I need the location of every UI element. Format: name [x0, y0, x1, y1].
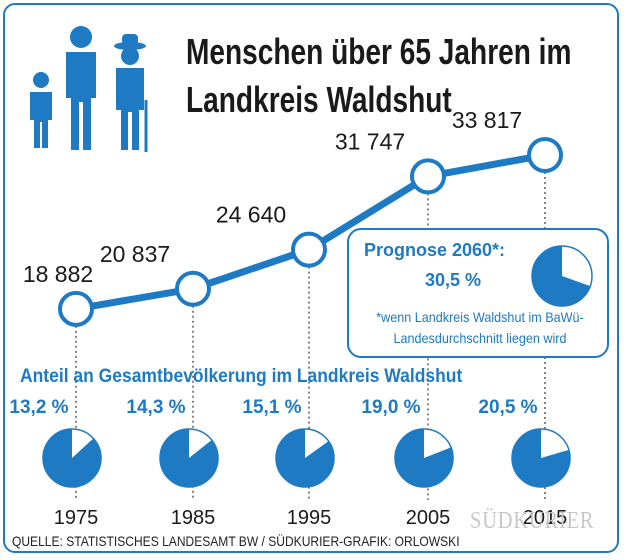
- x-tick-1985: 1985: [171, 507, 216, 529]
- share-pie-1975-slice: [72, 429, 94, 458]
- page-title: Menschen über 65 Jahren im Landkreis Wal…: [186, 28, 571, 124]
- share-label-1995: 15,1 %: [242, 397, 301, 418]
- source-note: QUELLE: STATISTISCHES LANDESAMT BW / SÜD…: [12, 533, 460, 549]
- marker-1995: [291, 231, 327, 268]
- value-label-2005: 31 747: [335, 128, 405, 154]
- value-label-1985: 20 837: [100, 241, 170, 267]
- value-label-2015: 33 817: [452, 107, 522, 133]
- share-pie-2015-slice: [541, 429, 569, 458]
- forecast-value: 30,5 %: [425, 270, 482, 290]
- marker-1985: [175, 270, 211, 307]
- marker-2005: [410, 158, 446, 195]
- share-pie-2005-slice: [424, 429, 451, 458]
- share-pie-2015: [511, 428, 571, 488]
- marker-1975: [58, 290, 94, 327]
- title-line-2: Landkreis Waldshut: [186, 79, 452, 120]
- share-label-1985: 14,3 %: [126, 397, 185, 418]
- share-label-2005: 19,0 %: [361, 397, 420, 418]
- value-label-1975: 18 882: [23, 261, 93, 287]
- share-pie-1985-slice: [189, 429, 212, 458]
- share-label-2015: 20,5 %: [478, 397, 537, 418]
- x-tick-2005: 2005: [406, 507, 451, 529]
- share-pie-1995: [275, 428, 335, 488]
- value-label-1995: 24 640: [216, 202, 286, 228]
- forecast-note: *wenn Landkreis Waldshut im BaWü-Landesd…: [376, 309, 584, 346]
- x-tick-1975: 1975: [54, 507, 99, 529]
- frame-border: [3, 3, 619, 553]
- share-pie-1975: [42, 428, 102, 488]
- family-people-icon: [30, 26, 148, 152]
- x-tick-2015: 2015: [523, 507, 568, 529]
- marker-2015: [527, 137, 563, 174]
- title-line-1: Menschen über 65 Jahren im: [186, 31, 572, 72]
- share-pie-1995-slice: [305, 429, 329, 458]
- share-pie-2005: [394, 428, 454, 488]
- forecast-title: Prognose 2060*:: [364, 240, 506, 260]
- share-subtitle: Anteil an Gesamtbevölkerung im Landkreis…: [20, 366, 463, 387]
- watermark: SÜDKURIER: [470, 508, 595, 534]
- x-tick-1995: 1995: [287, 507, 332, 529]
- share-pie-1985: [159, 428, 219, 488]
- share-label-1975: 13,2 %: [9, 397, 68, 418]
